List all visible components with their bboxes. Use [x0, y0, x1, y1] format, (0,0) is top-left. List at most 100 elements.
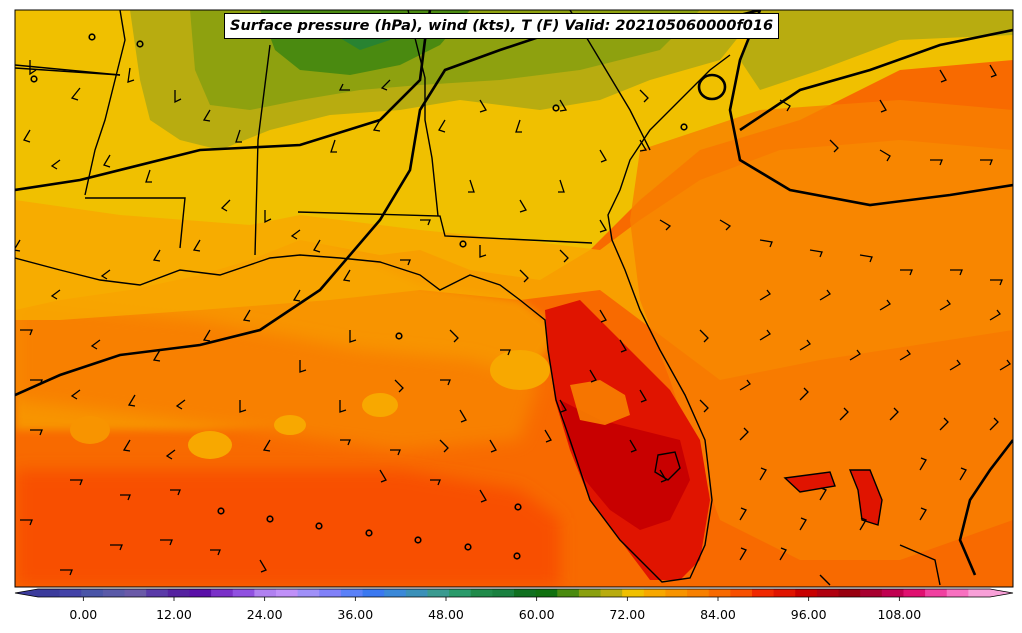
- colorbar-segment: [102, 589, 126, 597]
- wind-barb: [879, 149, 891, 162]
- wind-barb: [759, 329, 771, 341]
- wind-barb: [459, 409, 467, 423]
- wind-barb: [330, 139, 337, 153]
- temperature-blob-4: [70, 416, 110, 444]
- wind-barb: [879, 299, 891, 311]
- wind-barb: [338, 83, 350, 91]
- colorbar-segment: [449, 589, 472, 597]
- wind-barb: [122, 439, 131, 452]
- wind-barb: [479, 99, 487, 113]
- wind-barb: [829, 139, 839, 153]
- wind-barb: [160, 539, 173, 546]
- wind-barb: [839, 407, 849, 421]
- colorbar-segment: [146, 589, 169, 597]
- colorbar-segment: [340, 589, 364, 597]
- colorbar-segment: [838, 589, 861, 597]
- colorbar-segment: [405, 589, 428, 597]
- lake-okeechobee: [654, 451, 681, 481]
- wind-barb: [759, 467, 767, 481]
- wind-barb: [30, 429, 43, 436]
- calm-circle: [217, 507, 225, 515]
- wind-barb: [479, 489, 487, 503]
- wind-barb: [939, 417, 949, 431]
- wind-barb: [264, 210, 272, 224]
- wind-barb: [20, 329, 33, 336]
- isobar-high-closed: [697, 73, 727, 101]
- calm-circle: [365, 529, 373, 537]
- temperature-band-87-florida: [560, 400, 690, 530]
- wind-barb: [639, 389, 647, 403]
- wind-barb: [165, 449, 176, 460]
- wind-barb: [468, 179, 475, 193]
- wind-barb: [152, 249, 161, 262]
- wind-barb: [949, 359, 961, 371]
- wind-barb: [859, 517, 867, 531]
- wind-barb: [799, 517, 807, 531]
- wind-barb: [559, 399, 567, 413]
- wind-barb: [145, 169, 152, 183]
- colorbar-segment: [730, 589, 753, 597]
- wind-barb: [779, 547, 787, 561]
- wind-barb: [699, 399, 709, 413]
- wind-barb: [659, 469, 667, 483]
- wind-barb: [900, 269, 913, 276]
- wind-barb: [990, 279, 1003, 286]
- bahamas-coast: [848, 469, 883, 526]
- colorbar-tick-label: 24.00: [246, 607, 283, 622]
- wind-barb: [939, 299, 951, 311]
- wind-barb: [70, 389, 81, 400]
- wind-barb: [999, 359, 1011, 371]
- wind-barb: [719, 219, 732, 231]
- colorbar-segment: [232, 589, 255, 597]
- colorbar-segment: [211, 589, 234, 597]
- wind-barb: [759, 289, 771, 301]
- wind-barb: [390, 449, 401, 456]
- wind-barb: [699, 329, 709, 343]
- isobar-atlantic: [728, 10, 1013, 207]
- wind-barb: [29, 60, 37, 76]
- wind-barb: [202, 329, 211, 342]
- temperature-field: [15, 10, 1013, 587]
- wind-barb: [989, 417, 999, 431]
- colorbar-tick-label: 12.00: [156, 607, 192, 622]
- wind-barb: [558, 179, 565, 193]
- wind-barb: [50, 159, 61, 170]
- calm-circle: [680, 123, 688, 131]
- isobar-north: [15, 10, 432, 192]
- wind-barb: [599, 149, 607, 163]
- wind-barb: [342, 269, 351, 282]
- colorbar-segment: [881, 589, 904, 597]
- wind-barb: [819, 289, 831, 301]
- colorbar-segment: [514, 589, 537, 597]
- state-border-al-ga: [407, 10, 439, 217]
- colorbar-tick-label: 36.00: [337, 607, 374, 622]
- colorbar-segment: [752, 589, 775, 597]
- wind-barb: [110, 544, 123, 551]
- wind-barb: [809, 249, 823, 258]
- wind-barb: [259, 559, 267, 573]
- calm-circle: [136, 40, 144, 48]
- temperature-band-78-florida-north: [570, 380, 630, 425]
- colorbar-segment: [557, 589, 580, 597]
- wind-barb: [879, 99, 887, 113]
- wind-barb: [619, 339, 627, 353]
- wind-barb: [174, 90, 182, 104]
- wind-barb: [919, 507, 927, 521]
- wind-barb: [235, 129, 242, 143]
- calm-circle: [30, 75, 38, 83]
- colorbar-segment: [665, 589, 688, 597]
- wind-barb: [380, 79, 391, 91]
- colorbar-extend-min: [15, 589, 38, 597]
- colorbar-segment: [773, 589, 796, 597]
- wind-barb: [430, 479, 441, 486]
- wind-barb: [372, 119, 381, 132]
- wind-barb: [739, 427, 749, 441]
- colorbar-segment: [427, 589, 450, 597]
- wind-barb: [799, 387, 809, 401]
- wind-barb: [989, 309, 1001, 321]
- colorbar-segment: [946, 589, 969, 597]
- colorbar-segment: [319, 589, 342, 597]
- colorbar-segment: [600, 589, 623, 597]
- calm-circle: [464, 543, 472, 551]
- wind-barb: [739, 379, 751, 391]
